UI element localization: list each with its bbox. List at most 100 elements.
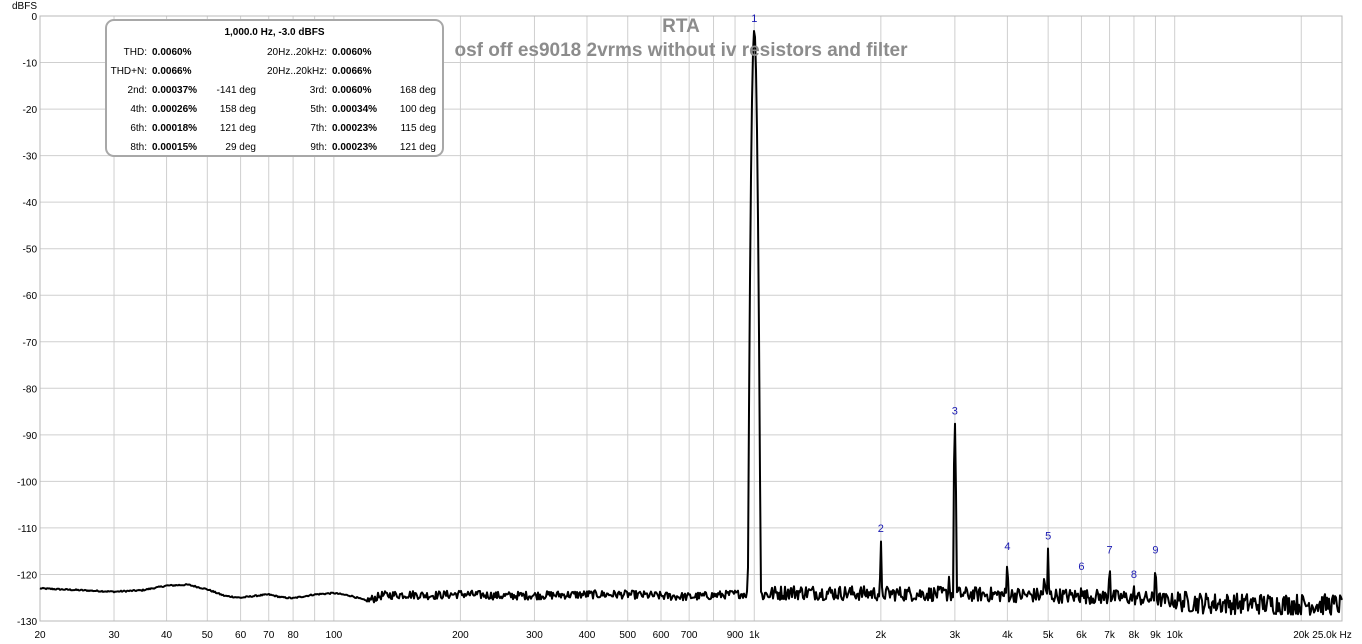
y-tick-label: -90 [23, 431, 38, 442]
harmonic-value: 0.00034% [332, 104, 378, 115]
thdn-value: 0.0066% [152, 66, 192, 77]
x-tick-label: 2k [876, 630, 888, 641]
y-axis-label: dBFS [12, 1, 37, 12]
harmonic-value: 0.0060% [332, 85, 372, 96]
y-tick-labels: 0 -10 -20 -30 -40 -50 -60 -70 -80 -90 -100 -110 -120… [17, 12, 37, 628]
harmonic-phase: 168 deg [399, 85, 436, 96]
x-tick-label: 9k [1150, 630, 1162, 641]
harmonic-phase: 121 deg [219, 123, 256, 134]
harmonic-row: 4th: 0.00026% 158 deg 5th: 0.00034% 100 … [107, 104, 442, 116]
x-tick-label: 600 [653, 630, 670, 641]
x-tick-label: 60 [235, 630, 247, 641]
x-tick-label: 20 [34, 630, 46, 641]
harmonic-phase: 100 deg [399, 104, 436, 115]
x-tick-label: 300 [526, 630, 543, 641]
harmonic-label: 3rd: [309, 85, 327, 96]
harmonic-value: 0.00023% [332, 123, 378, 134]
x-tick-label: 8k [1129, 630, 1141, 641]
x-tick-label: 70 [263, 630, 275, 641]
thdn-band-label: 20Hz..20kHz: [266, 66, 327, 77]
x-tick-label: 7k [1104, 630, 1116, 641]
x-tick-label: 400 [579, 630, 596, 641]
harmonic-value: 0.00026% [152, 104, 198, 115]
harmonic-phase: 29 deg [225, 142, 256, 153]
x-tick-label: 10k [1167, 630, 1184, 641]
x-tick-label: 100 [326, 630, 343, 641]
thd-label: THD: [123, 47, 147, 58]
y-tick-label: -50 [23, 245, 38, 256]
thd-band-value: 0.0060% [332, 47, 372, 58]
thd-stats-box: 1,000.0 Hz, -3.0 dBFS THD: 0.0060% 20Hz.… [105, 19, 444, 157]
y-tick-label: 0 [31, 12, 37, 23]
y-tick-label: -130 [17, 617, 37, 628]
x-tick-labels: 20 30 40 50 60 70 80 100 200 300 400 500 600 700 900 1k… [34, 630, 1351, 641]
thd-row: THD: 0.0060% 20Hz..20kHz: 0.0060% [107, 47, 442, 59]
harmonic-phase: 158 deg [219, 104, 256, 115]
grid-lines [40, 16, 1342, 621]
x-tick-label: 80 [288, 630, 300, 641]
y-tick-label: -30 [23, 152, 38, 163]
harmonic-number-label: 3 [952, 406, 958, 418]
harmonic-number-label: 7 [1107, 544, 1113, 556]
harmonic-labels: 1 2 3 4 5 6 7 8 9 [751, 13, 1158, 581]
harmonic-label: 9th: [310, 142, 327, 153]
y-tick-label: -110 [18, 524, 38, 535]
thd-band-label: 20Hz..20kHz: [266, 47, 327, 58]
harmonic-label: 4th: [130, 104, 147, 115]
y-tick-label: -10 [23, 59, 38, 70]
harmonic-row: 8th: 0.00015% 29 deg 9th: 0.00023% 121 d… [107, 142, 442, 154]
x-tick-label: 50 [202, 630, 214, 641]
harmonic-number-label: 2 [878, 523, 884, 535]
harmonic-row: 2nd: 0.00037% -141 deg 3rd: 0.0060% 168 … [107, 85, 442, 97]
x-tick-label: 900 [727, 630, 744, 641]
y-tick-label: -70 [23, 338, 38, 349]
x-tick-label: 25.0k Hz [1312, 630, 1351, 641]
plot-frame [39, 15, 1343, 622]
harmonic-label: 7th: [310, 123, 327, 134]
harmonic-value: 0.00037% [152, 85, 198, 96]
harmonic-value: 0.00018% [152, 123, 198, 134]
harmonic-number-label: 6 [1078, 561, 1084, 573]
harmonic-label: 2nd: [127, 85, 147, 96]
harmonic-number-label: 1 [751, 13, 757, 25]
spectrum-trace [39, 30, 1343, 616]
thd-value: 0.0060% [152, 47, 192, 58]
x-tick-label: 3k [950, 630, 962, 641]
y-tick-label: -40 [23, 198, 38, 209]
x-tick-label: 30 [108, 630, 120, 641]
thdn-row: THD+N: 0.0066% 20Hz..20kHz: 0.0066% [107, 66, 442, 78]
x-tick-label: 20k [1293, 630, 1310, 641]
y-tick-label: -60 [23, 291, 38, 302]
harmonic-phase: 121 deg [399, 142, 436, 153]
x-tick-label: 200 [452, 630, 469, 641]
stats-header: 1,000.0 Hz, -3.0 dBFS [224, 27, 325, 38]
harmonic-number-label: 5 [1045, 530, 1051, 542]
chart-subtitle: osf off es9018 2vrms without iv resistor… [455, 40, 909, 61]
harmonic-label: 5th: [310, 104, 327, 115]
thdn-band-value: 0.0066% [332, 66, 372, 77]
harmonic-value: 0.00023% [332, 142, 378, 153]
chart-title: RTA [662, 16, 700, 37]
harmonic-number-label: 4 [1004, 541, 1010, 553]
harmonic-number-label: 8 [1131, 569, 1137, 581]
harmonic-phase: 115 deg [400, 123, 436, 134]
harmonic-label: 6th: [130, 123, 147, 134]
y-tick-label: -20 [23, 105, 38, 116]
x-tick-label: 40 [161, 630, 173, 641]
x-tick-label: 5k [1043, 630, 1055, 641]
y-tick-label: -120 [17, 570, 37, 581]
y-tick-label: -100 [17, 477, 37, 488]
x-tick-label: 4k [1002, 630, 1014, 641]
x-tick-label: 500 [619, 630, 636, 641]
x-tick-label: 6k [1076, 630, 1088, 641]
harmonic-label: 8th: [130, 142, 147, 153]
harmonic-row: 6th: 0.00018% 121 deg 7th: 0.00023% 115 … [107, 123, 442, 135]
y-tick-label: -80 [23, 384, 38, 395]
harmonic-value: 0.00015% [152, 142, 198, 153]
x-tick-label: 1k [749, 630, 761, 641]
thdn-label: THD+N: [110, 66, 147, 77]
harmonic-number-label: 9 [1152, 544, 1158, 556]
harmonic-phase: -141 deg [216, 85, 256, 96]
x-tick-label: 700 [681, 630, 698, 641]
